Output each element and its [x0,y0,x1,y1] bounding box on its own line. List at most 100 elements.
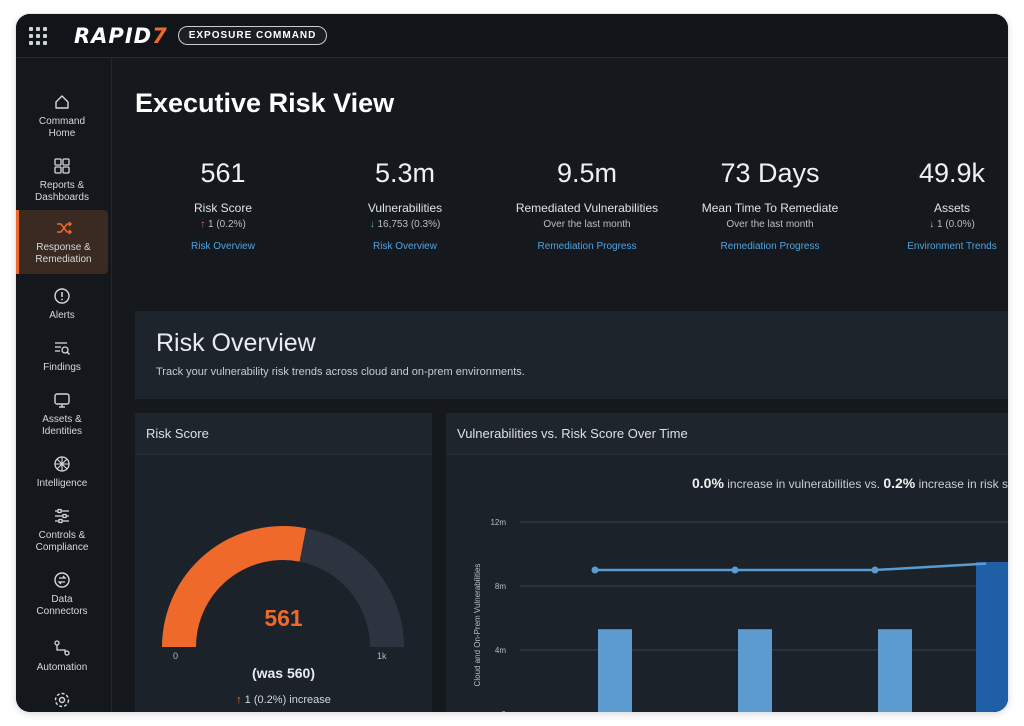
sidebar-item-label: Findings [43,362,81,373]
chart-bar [976,562,1008,712]
brand-name: RAPID [74,23,153,48]
y-axis-label: Cloud and On-Prem Vulnerabilities [473,564,482,687]
kpi-value: 49.9k [918,158,986,188]
gauge-value: 561 [264,605,303,631]
kpi-label: Remediated Vulnerabilities [515,201,659,215]
main-content: Executive Risk View 561 Risk Score ↑ 1 (0.… [112,58,1008,712]
chart-bar [738,629,772,712]
sidebar-item-response-remediation[interactable]: Response & Remediation [16,210,108,274]
findings-icon [52,338,72,358]
kpi-subtext: ↑ 1 (0.2%) [132,219,314,232]
overview-description: Track your vulnerability risk trends acr… [156,366,525,378]
sidebar-item-automation[interactable]: Automation [16,638,108,674]
kpi-delta: 1 (0.2%) [207,219,246,230]
kpi-card: 9.5m Remediated Vulnerabilities Over the l… [496,158,678,252]
kpi-card: 5.3m Vulnerabilities ↓ 16,753 (0.3%) Risk O… [314,158,496,252]
chart-point [731,566,739,574]
sidebar-item-alerts[interactable]: Alerts [16,286,108,322]
chart-summary: 0.0% increase in vulnerabilities vs. 0.2… [692,475,1008,491]
chart-bar [878,629,912,712]
network-icon [52,454,72,474]
arrow-up-icon: ↑ [236,694,242,706]
kpi-link[interactable]: Remediation Progress [720,241,820,252]
dashboard-icon [52,156,72,176]
sidebar-item-label: Command Home [38,116,86,139]
gauge-max-label: 1k [377,651,387,661]
grid-icon [29,26,47,45]
sidebar-item-label: Assets & Identities [41,414,83,437]
arrow-down-icon: ↓ [929,219,937,230]
kpi-value: 73 Days [720,158,820,188]
app-launcher-button[interactable] [16,14,60,58]
kpi-subtext: ↓ 16,753 (0.3%) [314,219,496,232]
y-tick-label: 4m [495,646,506,655]
chart-point [591,566,599,574]
sidebar-item-label: Reports & Dashboards [35,180,89,203]
risk-score-card-title: Risk Score [135,413,432,455]
app-window: RAPID7 EXPOSURE COMMAND Command Home Repor… [16,14,1008,712]
kpi-card: 49.9k Assets ↓ 1 (0.0%) Environment Trends [861,158,1008,252]
kpi-label: Assets [933,201,970,215]
overview-title: Risk Overview [156,329,316,357]
y-tick-label: 12m [490,518,506,527]
gear-icon [52,690,72,710]
sidebar-item-controls-compliance[interactable]: Controls & Compliance [16,506,108,554]
sidebar-item-data-connectors[interactable]: Data Connectors [16,570,108,618]
sidebar-item-reports-dashboards[interactable]: Reports & Dashboards [16,156,108,204]
arrow-up-icon: ↑ [200,219,208,230]
sidebar-item-assets-identities[interactable]: Assets & Identities [16,390,108,438]
sidebar-item-intelligence[interactable]: Intelligence [16,454,108,490]
kpi-link[interactable]: Risk Overview [373,241,437,252]
kpi-link[interactable]: Environment Trends [907,241,997,252]
sliders-icon [52,506,72,526]
kpi-value: 5.3m [374,158,436,188]
gauge-fill [162,526,307,648]
brand-logo[interactable]: RAPID7 [74,24,168,48]
shuffle-icon [54,218,74,238]
summary-text-1: increase in vulnerabilities vs. [723,477,884,491]
y-tick-label: 8m [495,582,506,591]
brand-mark: 7 [152,23,168,48]
arrow-down-icon: ↓ [369,219,378,230]
kpi-card: 561 Risk Score ↑ 1 (0.2%) Risk Overview [132,158,314,252]
summary-text-2: increase in risk sc [915,477,1008,491]
sidebar-item-administration[interactable]: Administration [16,690,108,712]
kpi-link[interactable]: Remediation Progress [537,241,637,252]
y-tick-label: 0 [502,710,507,712]
top-bar: RAPID7 EXPOSURE COMMAND [16,14,1008,58]
kpi-label: Mean Time To Remediate [701,201,839,215]
summary-pct-risk: 0.2% [883,475,916,491]
kpi-link[interactable]: Risk Overview [191,241,255,252]
kpi-delta: 16,753 (0.3%) [377,219,441,230]
gauge-svg [162,526,404,648]
kpi-subtext: Over the last month [726,219,814,230]
kpi-value: 9.5m [556,158,618,188]
sidebar-item-label: Data Connectors [36,594,88,617]
home-icon [52,92,72,112]
gauge-change-text: 1 (0.2%) increase [244,694,331,706]
kpi-delta: 1 (0.0%) [936,219,975,230]
monitor-icon [52,390,72,410]
automation-icon [52,638,72,658]
chart-line [595,562,987,572]
sidebar-item-findings[interactable]: Findings [16,338,108,374]
chart-point [871,566,879,574]
risk-score-card: Risk Score 561 0 1k (was 560) ↑ 1 (0.2%)… [135,413,432,712]
chart-svg: Cloud and On-Prem Vulnerabilities 12m 8m 4m… [473,518,1008,712]
gauge-previous-value: (was 560) [251,665,316,681]
chart-card-title: Vulnerabilities vs. Risk Score Over Time [446,413,1008,455]
sidebar-item-label: Response & Remediation [35,242,92,265]
kpi-card: 73 Days Mean Time To Remediate Over the la… [679,158,861,252]
kpi-label: Risk Score [193,201,252,215]
gauge-change: ↑ 1 (0.2%) increase [135,694,432,706]
kpi-value: 561 [200,158,246,188]
kpi-subtext: ↓ 1 (0.0%) [861,219,1008,232]
gauge-min-label: 0 [173,651,179,661]
risk-overview-banner: Risk Overview Track your vulnerability r… [135,311,1008,399]
sidebar-item-label: Automation [36,662,88,673]
alert-icon [52,286,72,306]
sidebar-item-label: Intelligence [36,478,88,489]
sidebar-item-command-home[interactable]: Command Home [16,92,108,140]
connector-icon [52,570,72,590]
chart-bar [598,629,632,712]
